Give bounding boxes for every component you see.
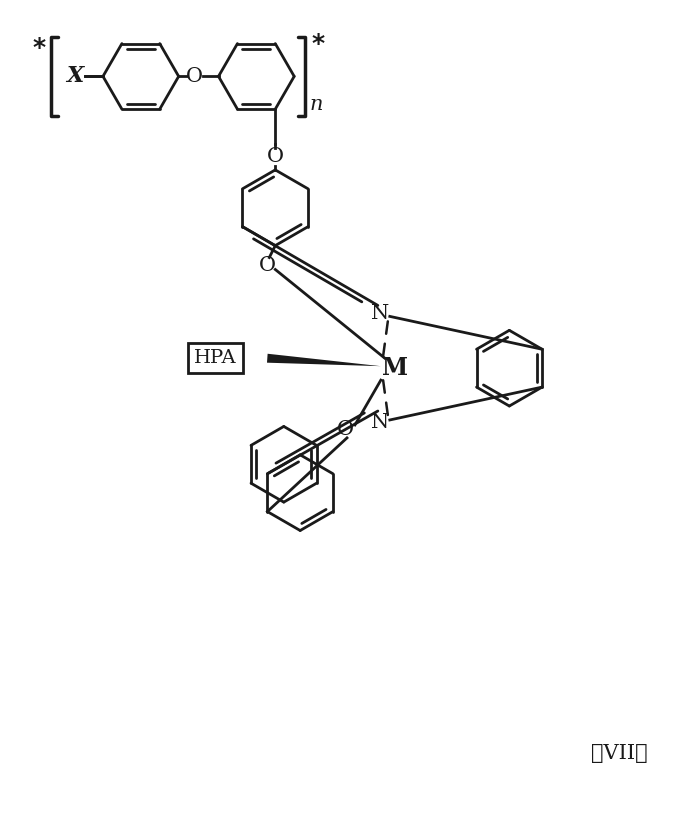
Text: *: *	[311, 32, 324, 57]
Text: O: O	[186, 67, 203, 86]
Polygon shape	[267, 354, 381, 366]
Text: M: M	[381, 356, 408, 380]
Text: X: X	[67, 65, 84, 87]
Text: *: *	[33, 36, 46, 60]
Text: N: N	[370, 413, 389, 432]
Text: O: O	[259, 256, 276, 275]
Text: O: O	[337, 421, 353, 439]
Text: HPA: HPA	[194, 349, 237, 367]
Text: N: N	[370, 304, 389, 323]
Text: n: n	[309, 95, 323, 114]
Text: O: O	[267, 147, 284, 166]
Text: （VII）: （VII）	[591, 744, 647, 763]
